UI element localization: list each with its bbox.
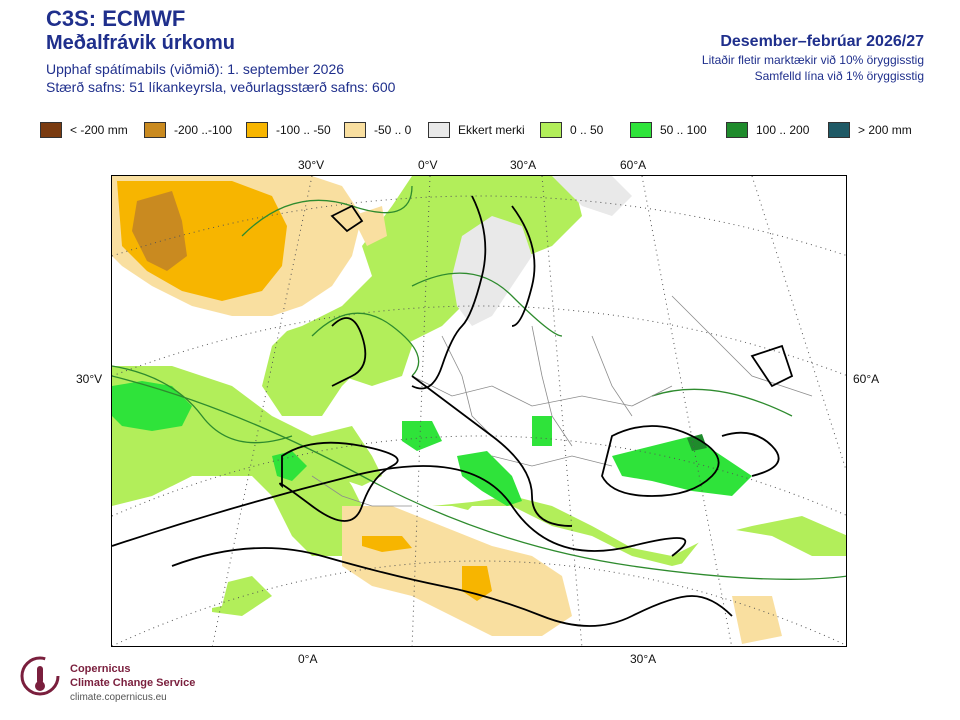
legend-item: Ekkert merki [428, 120, 525, 140]
coastlines [112, 195, 794, 627]
lon-label-top: 60°A [620, 158, 647, 172]
legend-swatch [344, 122, 366, 138]
legend-swatch [726, 122, 748, 138]
legend-label: 0 .. 50 [570, 123, 604, 137]
legend-swatch [246, 122, 268, 138]
header-right: Desember–febrúar 2026/27 Litaðir fletir … [702, 32, 924, 84]
page-subtitle: Meðalfrávik úrkomu [46, 32, 235, 54]
legend-item: > 200 mm [828, 120, 912, 140]
legend-item: -100 .. -50 [246, 120, 331, 140]
lon-label-bottom: 30°A [630, 652, 657, 666]
lon-label-top: 30°V [298, 158, 325, 172]
legend-swatch [40, 122, 62, 138]
legend-item: -50 .. 0 [344, 120, 411, 140]
legend-swatch [630, 122, 652, 138]
brand-line-2: Climate Change Service [70, 677, 196, 689]
legend-item: < -200 mm [40, 120, 128, 140]
anomaly-area-minus-50-0 [732, 596, 782, 644]
significance-note-1: Samfelld lína við 1% öryggisstig [754, 69, 924, 83]
country-borders [311, 295, 813, 507]
page-title: C3S: ECMWF [46, 6, 186, 31]
legend-swatch [828, 122, 850, 138]
legend-label: Ekkert merki [458, 123, 525, 137]
legend-swatch [428, 122, 450, 138]
legend-item: 0 .. 50 [540, 120, 603, 140]
anomaly-area-50-100 [272, 451, 307, 481]
anomaly-area-minus-100-minus-50 [362, 536, 412, 552]
copernicus-logo: Copernicus Climate Change Service climat… [18, 650, 278, 710]
anomaly-area-minus-200-minus-100 [132, 191, 187, 271]
legend-item: -200 ..-100 [144, 120, 232, 140]
legend-swatch [144, 122, 166, 138]
significance-contours [112, 185, 846, 580]
anomaly-area-white [672, 176, 846, 236]
graticule [112, 176, 846, 646]
legend-swatch [540, 122, 562, 138]
anomaly-area-white [652, 526, 846, 646]
legend-label: -50 .. 0 [374, 123, 412, 137]
legend-label: < -200 mm [70, 123, 128, 137]
lat-label-left: 30°V [76, 372, 103, 386]
precipitation-anomaly-map [111, 175, 847, 647]
anomaly-area-no-signal [552, 176, 632, 216]
forecast-start-text: Upphaf spátímabils (viðmið): 1. septembe… [46, 61, 345, 77]
legend-label: -100 .. -50 [276, 123, 331, 137]
legend-label: 100 .. 200 [756, 123, 810, 137]
legend-label: -200 ..-100 [174, 123, 233, 137]
brand-name: Copernicus Climate Change Service [70, 662, 195, 690]
ensemble-size-text: Stærð safns: 51 líkankeyrsla, veðurlagss… [46, 79, 396, 95]
lon-label-bottom: 0°A [298, 652, 318, 666]
copernicus-logo-icon [20, 656, 60, 696]
lat-label-right: 60°A [853, 372, 880, 386]
season-title: Desember–febrúar 2026/27 [720, 33, 924, 50]
map-canvas [112, 176, 846, 646]
significance-note-10: Litaðir fletir marktækir við 10% öryggis… [701, 53, 924, 67]
anomaly-area-white [112, 506, 232, 616]
anomaly-area-50-100 [402, 421, 442, 451]
anomaly-area-100-200 [687, 434, 707, 451]
legend-label: > 200 mm [858, 123, 912, 137]
header-left: C3S: ECMWF Meðalfrávik úrkomu Upphaf spá… [46, 6, 395, 96]
anomaly-area-50-100 [612, 436, 752, 496]
lon-label-top: 30°A [510, 158, 537, 172]
legend-item: 50 .. 100 [630, 120, 707, 140]
lon-label-top: 0°V [418, 158, 438, 172]
legend: < -200 mm -200 ..-100 -100 .. -50 -50 ..… [40, 120, 940, 140]
brand-line-1: Copernicus [70, 663, 131, 675]
legend-label: 50 .. 100 [660, 123, 707, 137]
anomaly-area-no-signal [452, 216, 532, 326]
legend-item: 100 .. 200 [726, 120, 809, 140]
anomaly-area-minus-50-0 [352, 206, 387, 246]
brand-url: climate.copernicus.eu [70, 692, 167, 703]
anomaly-area-50-100 [532, 416, 552, 446]
anomaly-area-50-100 [457, 451, 522, 506]
